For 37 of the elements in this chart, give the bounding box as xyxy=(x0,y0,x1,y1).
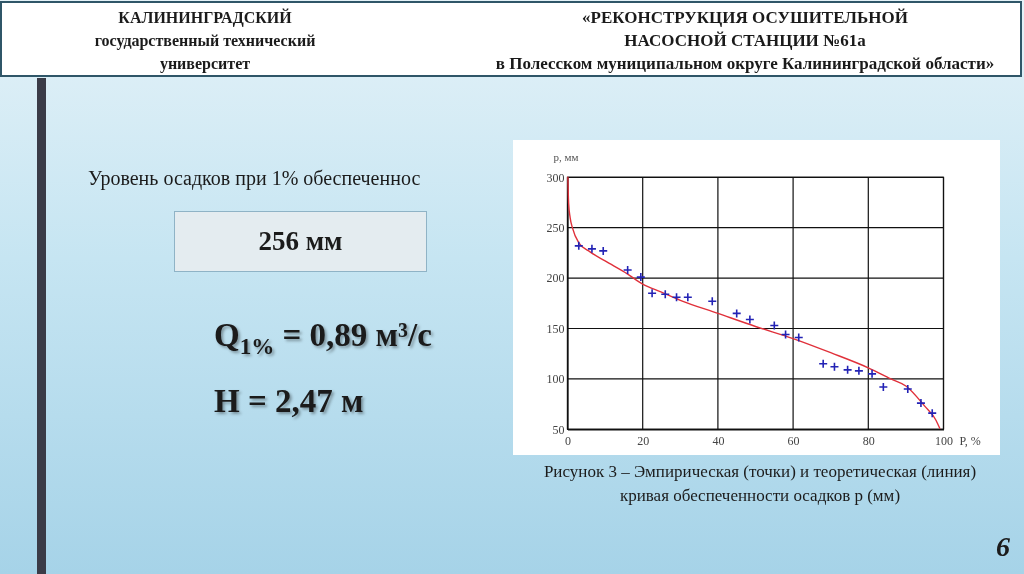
x-tick-label: 0 xyxy=(565,433,571,448)
x-tick-label: 40 xyxy=(712,433,725,448)
text: Рисунок 3 – Эмпирическая (точки) и теоретическая (линия) кривая обеспеченности осадков p (мм) xyxy=(542,461,978,507)
point xyxy=(573,241,584,251)
y-tick-label: 100 xyxy=(546,372,565,387)
x-tick-label: 20 xyxy=(637,433,650,448)
y-tick-label: 150 xyxy=(546,321,565,336)
point xyxy=(660,289,671,300)
y-tick-label: 300 xyxy=(546,170,565,185)
point xyxy=(647,288,657,299)
point xyxy=(867,369,877,379)
y-tick-label: 250 xyxy=(546,221,565,236)
point xyxy=(854,366,864,376)
point xyxy=(902,384,913,394)
point xyxy=(598,246,609,256)
chart-title: «РЕКОНСТРУКЦИЯ ОСУШИТЕЛЬНОЙ НАСОСНОЙ СТАНЦИИ №61а в Полесском муниципальном округе Калининградской области» xyxy=(495,7,995,75)
text: H = 2,47 м xyxy=(214,382,365,421)
point xyxy=(707,296,718,307)
y-tick-label: 50 xyxy=(552,422,565,437)
text: 6 xyxy=(995,530,1010,564)
x-tick-label: 100 xyxy=(935,433,953,448)
point xyxy=(916,398,926,408)
text: Q$_{1%}$ = 0,89 м³/с xyxy=(214,316,433,360)
point xyxy=(927,408,938,418)
y-tick-label: 200 xyxy=(546,271,565,286)
y-axis-title: p, мм xyxy=(553,151,579,164)
text: Уровень осадков при 1% обеспеченнос xyxy=(88,166,422,191)
x-tick-label: 80 xyxy=(862,433,875,448)
point xyxy=(636,272,646,282)
x-tick-label: 60 xyxy=(787,433,800,448)
framed-box: 256 мм xyxy=(174,211,427,272)
point xyxy=(587,244,597,254)
text: КАЛИНИНГРАДСКИЙ государственный технический университет xyxy=(93,7,317,75)
line-series xyxy=(567,176,941,429)
x-axis-title: P, % xyxy=(959,434,981,449)
point xyxy=(818,358,828,369)
point xyxy=(683,292,693,303)
